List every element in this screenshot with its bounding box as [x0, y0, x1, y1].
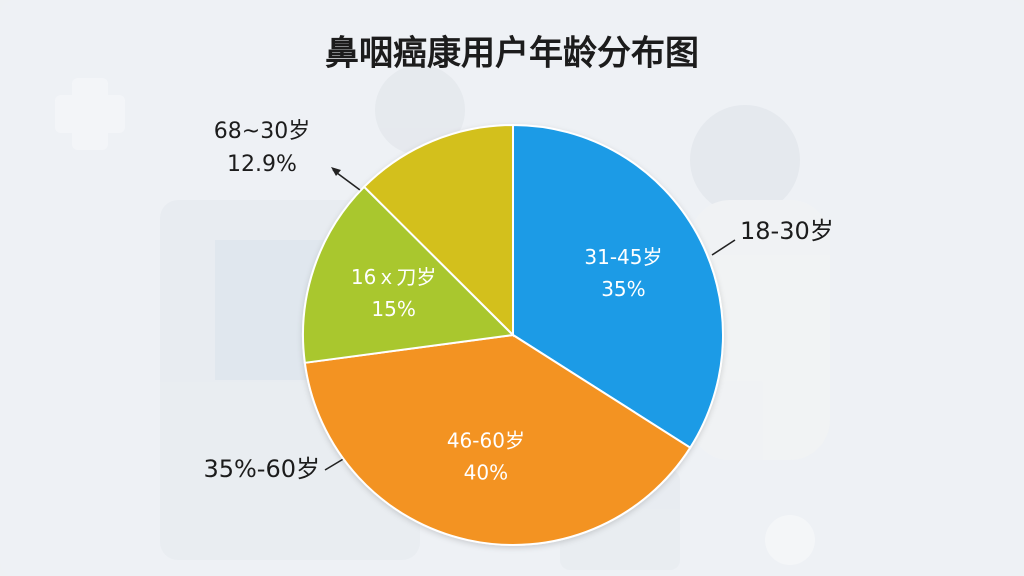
- pie-slice: [362, 123, 514, 338]
- annotation: 18-30岁: [740, 217, 834, 245]
- pie-slice: [303, 333, 692, 546]
- slice-label: 16ｘ刀岁: [351, 265, 436, 289]
- annotation: 35%-60岁: [203, 455, 320, 483]
- slice-value: 12.9%: [227, 152, 297, 177]
- chart-title: 鼻咽癌康用户年龄分布图: [325, 34, 699, 74]
- pie-slice: [302, 185, 516, 364]
- slice-value: 15%: [371, 297, 415, 321]
- callout-arrow: [331, 167, 341, 176]
- slice-label: 46-60岁: [447, 429, 525, 453]
- callout-line: [711, 239, 736, 256]
- slice-value: 40%: [464, 461, 508, 485]
- pie: [302, 123, 724, 546]
- callout-line: [324, 457, 346, 471]
- slice-label: 68~30岁: [214, 119, 310, 144]
- pie-slice: [512, 123, 724, 450]
- slice-label: 31-45岁: [584, 245, 662, 269]
- slice-value: 35%: [601, 277, 645, 301]
